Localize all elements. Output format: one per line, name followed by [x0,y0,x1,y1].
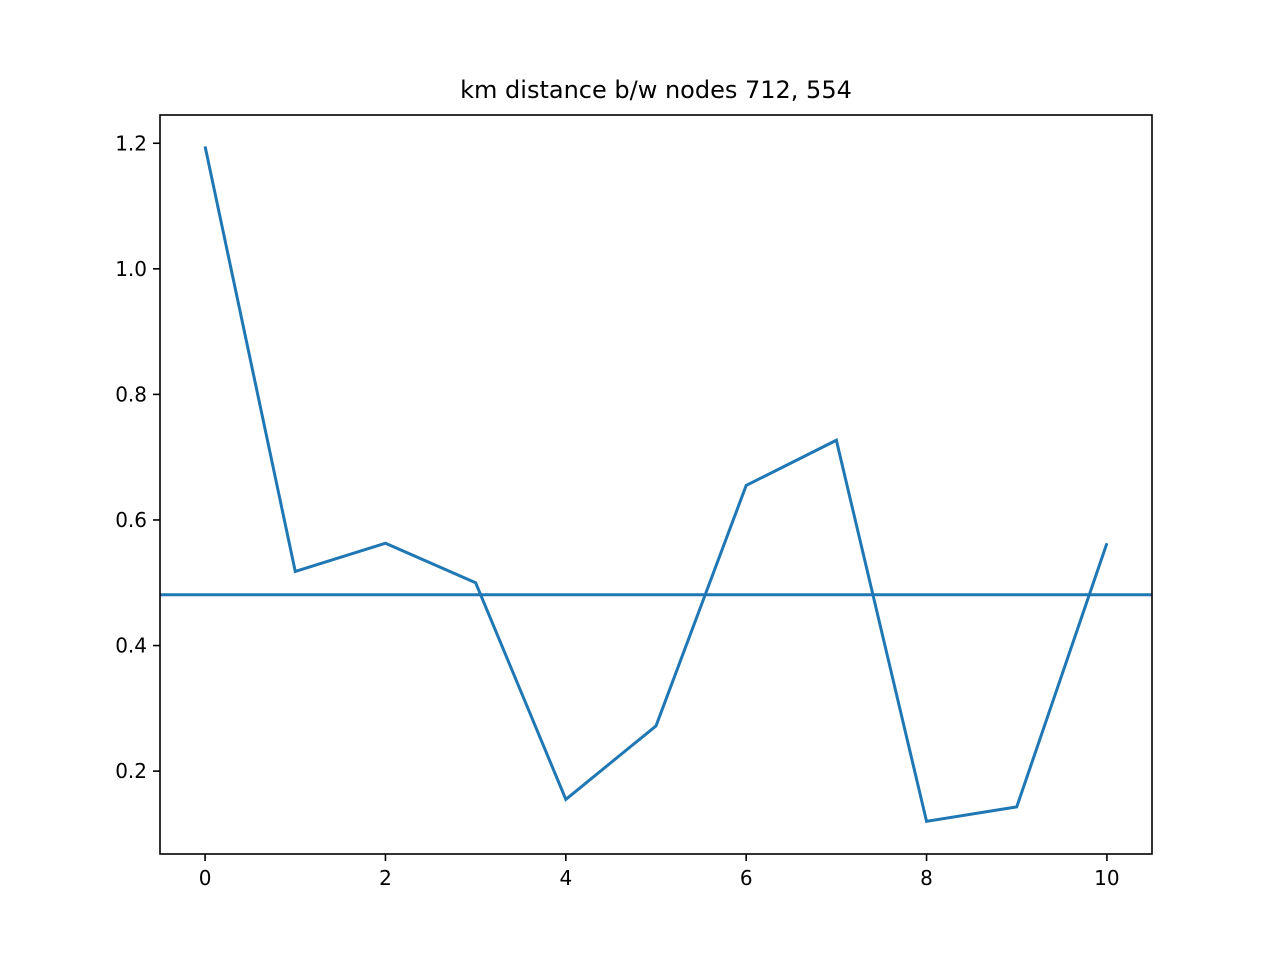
x-tick-label: 6 [740,866,753,890]
y-tick-label: 0.8 [115,382,147,406]
x-tick-label: 0 [199,866,212,890]
x-tick-label: 2 [379,866,392,890]
axes-frame [159,114,1153,855]
y-tick-label: 0.2 [115,759,147,783]
x-tick-label: 8 [920,866,933,890]
series-line-0 [203,146,1109,824]
y-axis: 0.2 0.4 0.6 0.8 1.0 1.2 [115,131,160,783]
series-lines [203,146,1109,824]
y-tick-label: 0.6 [115,508,147,532]
x-tick-label: 4 [559,866,572,890]
x-axis: 0 2 4 6 8 10 [199,854,1120,890]
y-tick-label: 0.4 [115,634,147,658]
chart-title: km distance b/w nodes 712, 554 [460,76,852,104]
y-tick-label: 1.0 [115,257,147,281]
y-tick-label: 1.2 [115,131,147,155]
x-tick-label: 10 [1094,866,1119,890]
